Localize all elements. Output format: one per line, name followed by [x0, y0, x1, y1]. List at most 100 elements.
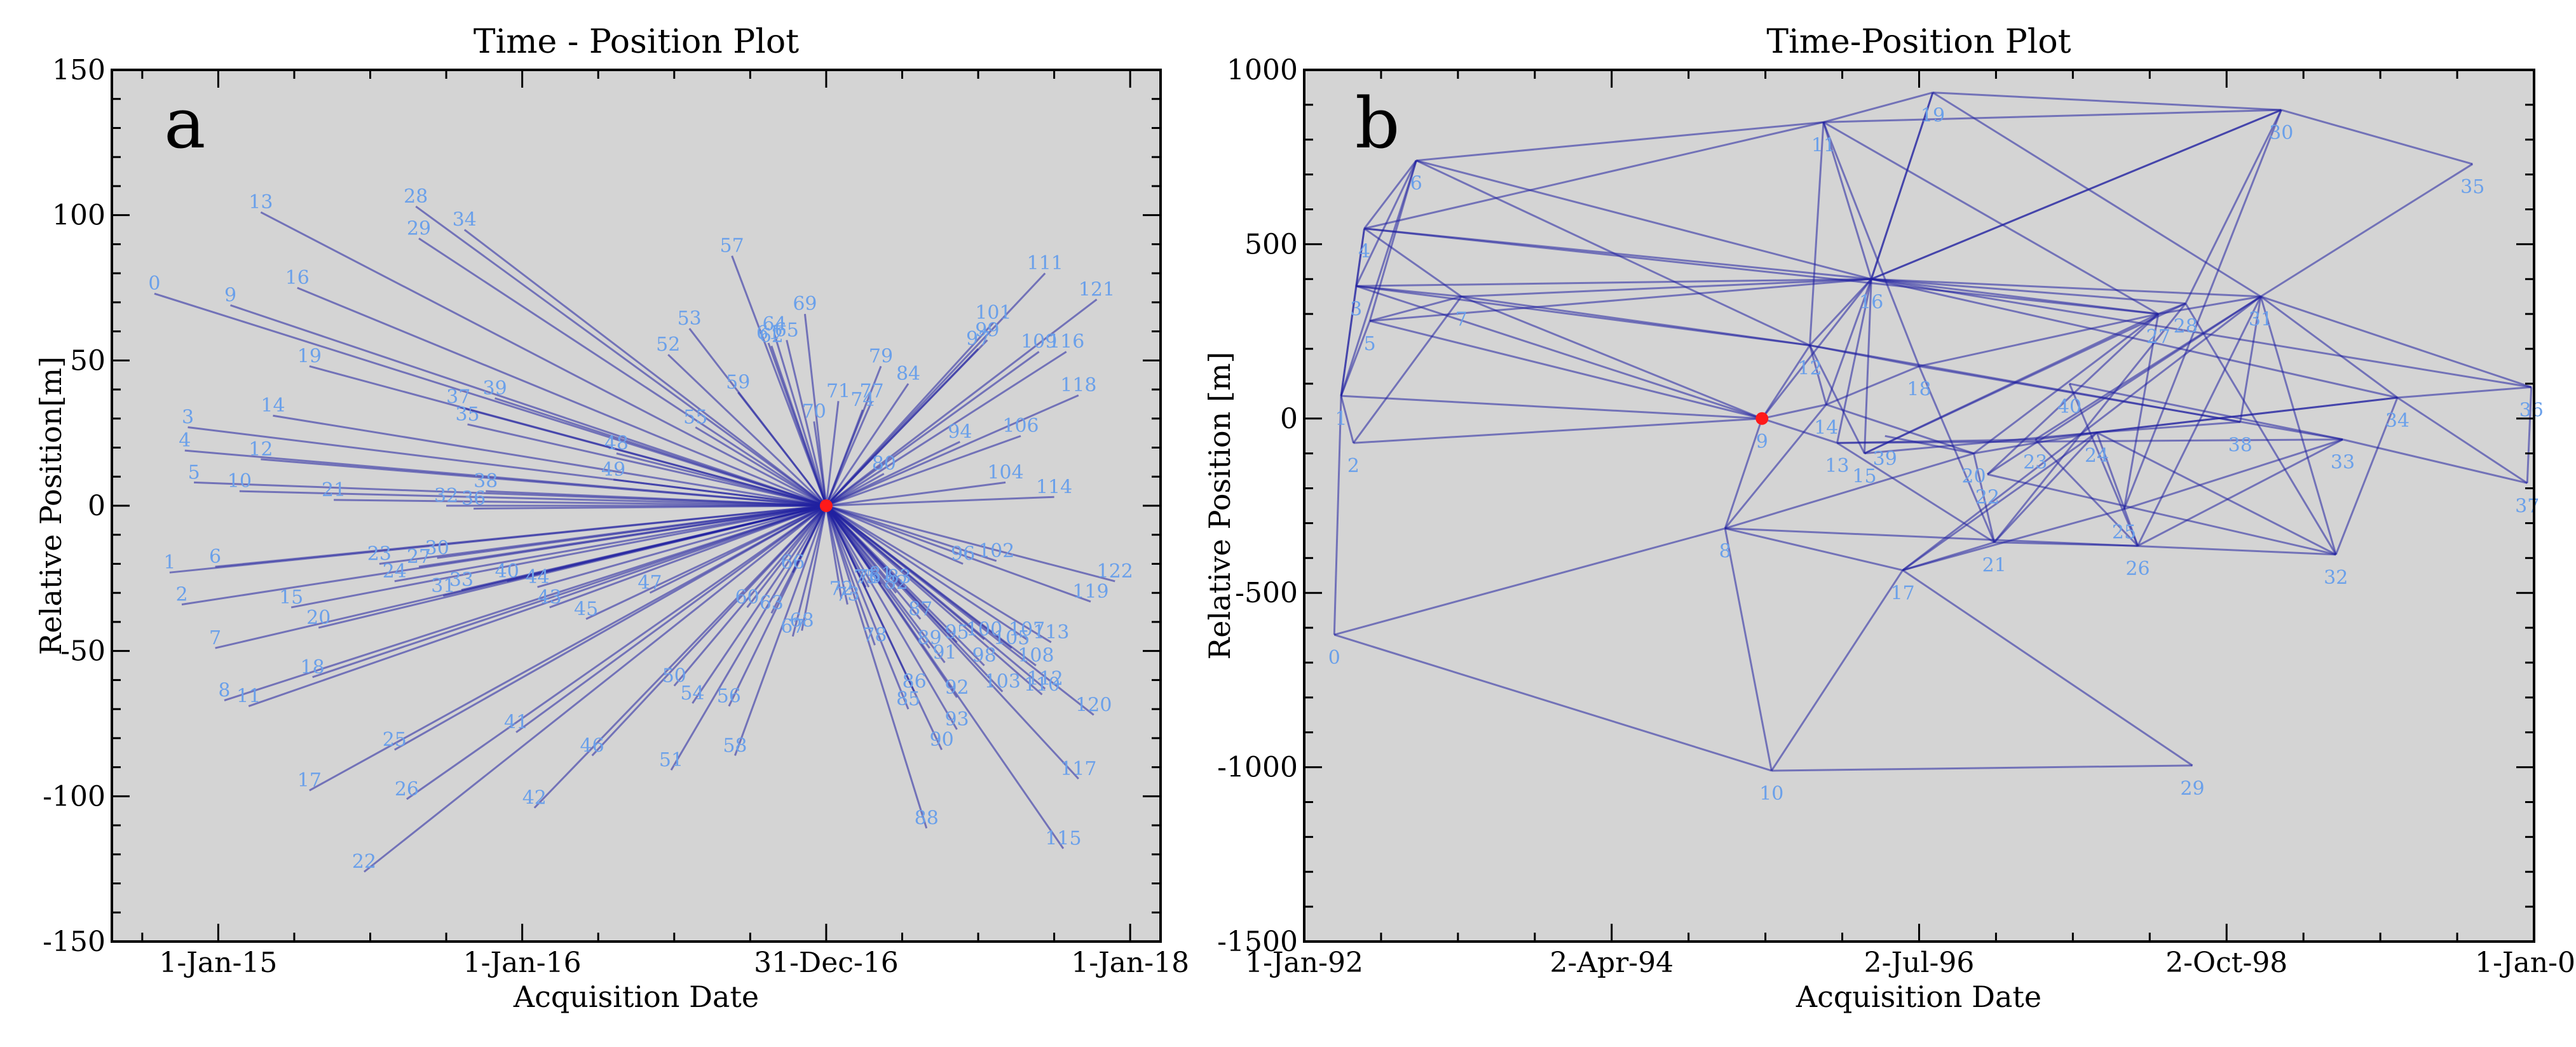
- panel-a-point-label-41: 41: [504, 712, 528, 734]
- panel-a-point-label-48: 48: [604, 433, 629, 455]
- panel-a-point-label-19: 19: [297, 345, 322, 367]
- panel-b-edge-1-9: [1340, 395, 1762, 420]
- panel-a-edge-88: [825, 505, 928, 829]
- panel-a-point-label-11: 11: [236, 686, 261, 708]
- panel-a-edge-122: [826, 504, 1115, 583]
- panel-a-point-label-64: 64: [763, 313, 787, 335]
- panel-a-point-label-79: 79: [869, 345, 893, 367]
- panel-b-edge-0-8: [1333, 527, 1726, 636]
- panel-a-edge-11: [248, 504, 827, 707]
- panel-b-edge-35-31: [2260, 163, 2474, 297]
- panel-b-point-label-1: 1: [1335, 408, 1347, 430]
- panel-a-chart: 0123456789101112131415161718192021222324…: [34, 23, 1189, 1014]
- panel-a-edge-26: [406, 504, 827, 800]
- panel-a-edge-66: [791, 505, 828, 573]
- panel-b-edge-16-28: [1871, 278, 2186, 305]
- panel-b-x-tick-label: 2-Oct-98: [2165, 947, 2287, 979]
- panel-a-point-label-108: 108: [1018, 645, 1054, 667]
- panel-a-edge-21: [334, 499, 826, 507]
- panel-b-edge-0-1: [1333, 396, 1342, 635]
- panel-a-point-label-84: 84: [896, 363, 920, 385]
- panel-b-point-label-8: 8: [1719, 541, 1731, 563]
- panel-b-edge-4-6: [1363, 159, 1417, 229]
- panel-b-edge-7-16: [1461, 278, 1872, 298]
- panel-b-edge-10-17: [1771, 569, 1904, 771]
- panel-a-edge-85: [825, 505, 910, 710]
- panel-a-point-label-38: 38: [474, 470, 498, 492]
- panel-a-point-label-110: 110: [1024, 673, 1060, 696]
- panel-a-edge-87: [825, 505, 922, 620]
- panel-b-edge-30-35: [2280, 109, 2473, 165]
- panel-a-edges: [154, 205, 1115, 873]
- panel-b-x-tick-label: 1-Jan-92: [1245, 947, 1363, 979]
- panel-a-edge-106: [826, 435, 1021, 507]
- panel-b-edge-25-27: [2123, 313, 2160, 510]
- panel-a-edge-115: [825, 505, 1065, 849]
- panel-b-edge-16-31: [1871, 278, 2261, 298]
- panel-a-edge-59: [737, 391, 828, 506]
- panel-a-edge-90: [825, 505, 943, 750]
- panel-b-edge-31-36: [2260, 295, 2532, 388]
- panel-a-edge-55: [695, 426, 827, 507]
- panel-a-edge-111: [825, 273, 1046, 507]
- panel-a-point-label-0: 0: [148, 273, 160, 295]
- panel-a-point-label-120: 120: [1075, 694, 1112, 716]
- panel-b-edge-2-7: [1353, 295, 1462, 444]
- panel-b-y-tick-label: -1000: [1217, 752, 1298, 784]
- panel-b-point-label-21: 21: [1982, 555, 2007, 577]
- panel-a-point-label-5: 5: [188, 461, 200, 483]
- panel-a-point-label-31: 31: [431, 575, 455, 597]
- panel-b-edge-5-6: [1368, 160, 1417, 321]
- panel-b-edge-4-7: [1363, 227, 1462, 297]
- panel-a-point-label-46: 46: [580, 734, 604, 757]
- panel-a-point-label-88: 88: [915, 807, 939, 830]
- panel-a-point-label-97: 97: [966, 328, 990, 350]
- panel-a-edge-96: [826, 504, 964, 565]
- panel-a-point-label-93: 93: [944, 708, 969, 731]
- panel-a-edge-22: [364, 504, 827, 873]
- panel-b-point-label-16: 16: [1859, 291, 1883, 313]
- panel-a-edge-71: [825, 401, 840, 506]
- panel-b-point-label-38: 38: [2228, 434, 2252, 456]
- panel-a-point-label-77: 77: [860, 380, 884, 402]
- panel-a-point-label-122: 122: [1097, 560, 1133, 583]
- panel-a-edge-52: [667, 354, 827, 507]
- panel-b-point-label-37: 37: [2515, 495, 2539, 517]
- panel-b-edge-23-26: [2034, 438, 2139, 547]
- panel-a-point-label-72: 72: [829, 578, 854, 600]
- panel-a-point-label-32: 32: [434, 485, 458, 507]
- panel-a-point-label-111: 111: [1027, 252, 1063, 274]
- panel-a-point-label-30: 30: [425, 537, 449, 559]
- panel-a-edge-38: [486, 490, 826, 507]
- panel-a-edge-58: [734, 505, 828, 756]
- panel-a-point-label-12: 12: [249, 438, 273, 461]
- panel-b-edge-39-20: [1884, 435, 1974, 455]
- panel-b-edge-28-32: [2184, 302, 2337, 555]
- panel-a-point-label-95: 95: [944, 621, 969, 644]
- panel-b-point-label-31: 31: [2249, 309, 2273, 331]
- panel-b-edge-13-16: [1836, 278, 1872, 443]
- panel-b-point-label-12: 12: [1797, 358, 1822, 380]
- panel-b-edge-16-34: [1871, 278, 2398, 399]
- panel-b-edge-3-9: [1356, 285, 1762, 420]
- panel-b-edge-13-21: [1836, 442, 1995, 543]
- panel-a-point-label-83: 83: [887, 566, 911, 588]
- panel-b-edge-20-27: [1973, 313, 2159, 454]
- panel-b-x-axis-label: Acquisition Date: [1796, 980, 2041, 1014]
- panel-b-edge-32-34: [2334, 397, 2399, 555]
- panel-a-edge-79: [825, 365, 882, 506]
- panel-a-point-label-45: 45: [574, 598, 598, 620]
- panel-a-point-label-54: 54: [680, 682, 704, 705]
- panel-a-point-label-105: 105: [993, 627, 1030, 649]
- panel-b-ticks: -1500 -1000 -500 0 500 1000 1-Jan-92 2-Apr-94 2-…: [1217, 54, 2576, 979]
- panel-a-point-label-71: 71: [826, 380, 850, 402]
- panel-b-edges: [1333, 91, 2533, 772]
- panel-a-edge-13: [260, 211, 827, 507]
- panel-b-x-tick-label: 1-Jan-01: [2475, 947, 2576, 979]
- panel-b-edge-8-9: [1724, 418, 1763, 529]
- panel-a-edge-112: [825, 504, 1046, 690]
- panel-a-edge-121: [826, 299, 1098, 507]
- panel-b-y-axis-label: Relative Position [m]: [1203, 352, 1237, 660]
- panel-a-edge-18: [312, 504, 827, 679]
